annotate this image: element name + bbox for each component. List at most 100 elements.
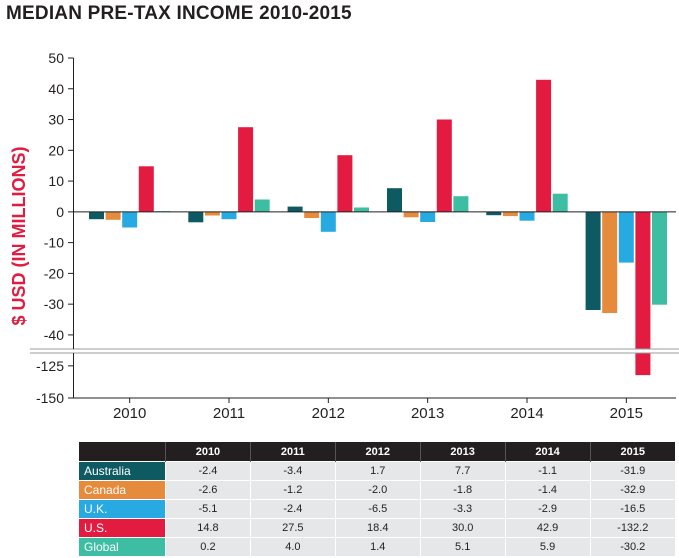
bar-us-2011 [238, 127, 254, 212]
table-cell: -31.9 [589, 461, 675, 481]
x-tick-label: 2013 [411, 405, 444, 422]
table-cell: -3.3 [419, 499, 506, 519]
table-cell: -32.9 [589, 480, 675, 500]
table-cell: -1.4 [504, 480, 591, 500]
table-row: U.K. -5.1 -2.4 -6.5 -3.3 -2.9 -16.5 [79, 499, 675, 519]
table-cell: 5.9 [504, 537, 591, 556]
y-tick-label: 30 [48, 112, 64, 128]
y-tick-label: -30 [44, 296, 64, 312]
table-cell: -3.4 [249, 461, 336, 481]
table-header-cell: 2015 [589, 442, 675, 462]
table-cell: -1.2 [249, 480, 336, 500]
table-row: Canada -2.6 -1.2 -2.0 -1.8 -1.4 -32.9 [79, 480, 675, 500]
y-tick-label: 40 [48, 81, 64, 97]
table-cell: -2.6 [165, 480, 251, 500]
data-table: 2010 2011 2012 2013 2014 2015 Australia -… [79, 442, 675, 556]
table-cell: -2.0 [334, 480, 421, 500]
chart-title: MEDIAN PRE-TAX INCOME 2010-2015 [6, 3, 352, 24]
table-header-cell: 2013 [419, 442, 506, 462]
table-cell: 30.0 [419, 518, 506, 538]
bar-australia-2015 [585, 211, 601, 310]
bar-global-2015 [652, 211, 667, 305]
bar-us-2013 [436, 119, 452, 212]
bar-global-2013 [453, 196, 469, 212]
table-row: Australia -2.4 -3.4 1.7 7.7 -1.1 -31.9 [79, 461, 675, 481]
table-cell: 42.9 [504, 518, 591, 538]
bar-group [89, 79, 667, 376]
bar-canada-2013 [403, 211, 419, 218]
x-tick-label: 2011 [213, 405, 245, 422]
table-cell: -1.1 [504, 461, 591, 481]
x-tick-label: 2015 [610, 405, 643, 422]
bar-us-2015 [635, 211, 651, 376]
table-header-cell: 2014 [504, 442, 591, 462]
table-cell: -30.2 [589, 537, 675, 556]
table-cell: 4.0 [249, 537, 336, 556]
bar-uk-2010 [122, 211, 138, 228]
y-tick-label: 0 [56, 204, 64, 220]
table-cell: -2.4 [249, 499, 336, 519]
bar-canada-2012 [304, 211, 320, 218]
table-cell: -16.5 [589, 499, 675, 519]
bar-global-2014 [552, 193, 568, 212]
bar-us-2012 [337, 155, 353, 212]
bar-uk-2012 [320, 211, 336, 232]
bar-australia-2011 [188, 211, 204, 223]
table-cell: 1.7 [334, 461, 421, 481]
x-tick-label: 2012 [312, 405, 345, 422]
y-tick-label: 50 [48, 50, 64, 66]
bar-canada-2011 [204, 211, 220, 216]
bar-global-2011 [254, 199, 270, 212]
table-cell: 5.1 [419, 537, 506, 556]
bar-uk-2011 [221, 211, 237, 220]
y-tick-label: 20 [48, 142, 64, 158]
bar-australia-2013 [387, 188, 402, 212]
table-cell: 18.4 [334, 518, 421, 538]
table-row-label: Global [79, 537, 166, 556]
table-cell: 1.4 [334, 537, 421, 556]
y-tick-label: -125 [36, 358, 64, 374]
bar-australia-2012 [287, 206, 303, 212]
bar-australia-2014 [486, 211, 502, 216]
table-row-label: U.K. [79, 499, 166, 519]
table-cell: -2.9 [504, 499, 591, 519]
table-header-cell: 2011 [249, 442, 336, 462]
bar-australia-2010 [89, 211, 104, 220]
bar-canada-2010 [105, 211, 121, 220]
bar-canada-2015 [602, 211, 618, 313]
table-cell: 0.2 [165, 537, 251, 556]
table-cell: 7.7 [419, 461, 506, 481]
bar-uk-2013 [420, 211, 436, 222]
table-cell: -132.2 [589, 518, 675, 538]
table-corner-cell [79, 442, 166, 462]
y-tick-label: -150 [36, 390, 64, 406]
y-tick-label: -40 [44, 327, 64, 343]
table-row: Global 0.2 4.0 1.4 5.1 5.9 -30.2 [79, 537, 675, 556]
x-tick-label: 2010 [113, 405, 146, 422]
y-tick-label: -10 [44, 235, 64, 251]
table-cell: 27.5 [249, 518, 336, 538]
bar-us-2014 [536, 79, 552, 212]
bar-uk-2014 [519, 211, 535, 221]
table-cell: -1.8 [419, 480, 506, 500]
bar-uk-2015 [618, 211, 634, 263]
table-row-label: Australia [79, 461, 166, 481]
table-row-label: U.S. [79, 518, 166, 538]
table-cell: -2.4 [165, 461, 251, 481]
bar-global-2012 [354, 207, 369, 212]
table-header-row: 2010 2011 2012 2013 2014 2015 [79, 442, 675, 462]
table-row: U.S. 14.8 27.5 18.4 30.0 42.9 -132.2 [79, 518, 675, 538]
table-cell: -5.1 [165, 499, 251, 519]
bar-us-2010 [138, 166, 154, 212]
table-cell: 14.8 [165, 518, 251, 538]
table-row-label: Canada [79, 480, 166, 500]
x-tick-label: 2014 [510, 405, 543, 422]
bar-canada-2014 [502, 211, 518, 217]
y-tick-label: 10 [48, 173, 64, 189]
axis-break-gap [0, 348, 679, 354]
table-cell: -6.5 [334, 499, 421, 519]
y-tick-label: -20 [44, 265, 64, 281]
table-header-cell: 2010 [165, 442, 251, 462]
